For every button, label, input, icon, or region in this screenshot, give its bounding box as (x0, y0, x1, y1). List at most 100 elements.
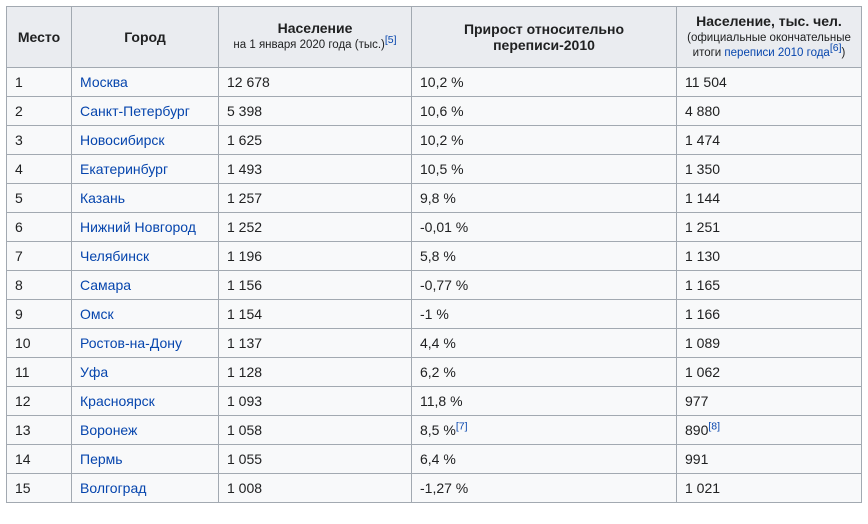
growth-value: 8,5 % (420, 422, 456, 438)
cell-city: Пермь (72, 444, 219, 473)
reference-link[interactable]: [7] (456, 420, 468, 432)
cell-pop2010: 1 350 (677, 154, 862, 183)
col-header-pop2020: Население на 1 января 2020 года (тыс.)[5] (219, 7, 412, 68)
table-row: 10Ростов-на-Дону1 1374,4 %1 089 (7, 328, 862, 357)
cell-growth: 10,2 % (412, 125, 677, 154)
growth-value: 11,8 % (420, 393, 463, 409)
cell-city: Ростов-на-Дону (72, 328, 219, 357)
col-header-pop2010: Население, тыс. чел.(официальные окончат… (677, 7, 862, 68)
table-row: 5Казань1 2579,8 %1 144 (7, 183, 862, 212)
city-link[interactable]: Ростов-на-Дону (80, 335, 182, 351)
city-link[interactable]: Воронеж (80, 422, 137, 438)
pop2010-value: 890 (685, 422, 708, 438)
table-body: 1Москва12 67810,2 %11 5042Санкт-Петербур… (7, 67, 862, 502)
col-header-label: Население (278, 20, 353, 36)
table-row: 7 Челябинск 1 1965,8 %1 130 (7, 241, 862, 270)
cell-rank: 8 (7, 270, 72, 299)
pop2010-value: 1 062 (685, 364, 720, 380)
growth-value: -1,27 % (420, 480, 468, 496)
table-row: 9Омск1 154-1 %1 166 (7, 299, 862, 328)
city-link[interactable]: Челябинск (80, 248, 149, 264)
city-link[interactable]: Казань (80, 190, 125, 206)
col-header-rank: Место (7, 7, 72, 68)
cell-growth: -1,27 % (412, 473, 677, 502)
city-link[interactable]: Уфа (80, 364, 108, 380)
growth-value: -0,01 % (420, 219, 468, 235)
cell-growth: 10,2 % (412, 67, 677, 96)
cell-city: Москва (72, 67, 219, 96)
reference-link[interactable]: [5] (385, 35, 397, 47)
city-link[interactable]: Новосибирск (80, 132, 165, 148)
cell-pop2010: 11 504 (677, 67, 862, 96)
city-link[interactable]: Пермь (80, 451, 123, 467)
growth-value: 10,5 % (420, 161, 464, 177)
pop2010-value: 1 474 (685, 132, 720, 148)
col-header-sub-link[interactable]: переписи 2010 года (724, 47, 829, 59)
cell-rank: 14 (7, 444, 72, 473)
growth-value: 9,8 % (420, 190, 456, 206)
cell-rank: 7 (7, 241, 72, 270)
col-header-growth: Прирост относительно переписи-2010 (412, 7, 677, 68)
cell-rank: 10 (7, 328, 72, 357)
col-header-subtitle: на 1 января 2020 года (тыс.)[5] (227, 38, 403, 53)
city-link[interactable]: Волгоград (80, 480, 146, 496)
pop2010-value: 11 504 (685, 74, 727, 90)
cell-growth: 6,2 % (412, 357, 677, 386)
reference-link[interactable]: [6] (830, 42, 842, 54)
cell-pop2010: 991 (677, 444, 862, 473)
cell-pop2010: 1 021 (677, 473, 862, 502)
reference-link[interactable]: [8] (708, 420, 720, 432)
table-row: 6Нижний Новгород1 252-0,01 %1 251 (7, 212, 862, 241)
city-link[interactable]: Самара (80, 277, 131, 293)
cell-growth: 5,8 % (412, 241, 677, 270)
cell-city: Самара (72, 270, 219, 299)
cell-city: Санкт-Петербург (72, 96, 219, 125)
cell-growth: 4,4 % (412, 328, 677, 357)
cell-city: Екатеринбург (72, 154, 219, 183)
city-link[interactable]: Екатеринбург (80, 161, 168, 177)
table-row: 11 Уфа 1 1286,2 % 1 062 (7, 357, 862, 386)
cell-pop2020: 5 398 (219, 96, 412, 125)
pop2010-value: 977 (685, 393, 708, 409)
cell-pop2010: 1 144 (677, 183, 862, 212)
col-header-label: Место (18, 29, 60, 45)
cell-growth: 11,8 % (412, 386, 677, 415)
cell-rank: 9 (7, 299, 72, 328)
city-link[interactable]: Нижний Новгород (80, 219, 196, 235)
pop2010-value: 1 144 (685, 190, 720, 206)
cell-growth: -0,77 % (412, 270, 677, 299)
cell-rank: 13 (7, 415, 72, 444)
cell-pop2020: 1 055 (219, 444, 412, 473)
cell-pop2020: 1 196 (219, 241, 412, 270)
growth-value: 4,4 % (420, 335, 456, 351)
cell-rank: 2 (7, 96, 72, 125)
table-row: 3Новосибирск1 62510,2 %1 474 (7, 125, 862, 154)
cell-pop2010: 1 165 (677, 270, 862, 299)
city-link[interactable]: Москва (80, 74, 128, 90)
cell-pop2020: 1 156 (219, 270, 412, 299)
cell-rank: 11 (7, 357, 72, 386)
city-link[interactable]: Санкт-Петербург (80, 103, 190, 119)
cell-city: Новосибирск (72, 125, 219, 154)
cell-city: Красноярск (72, 386, 219, 415)
pop2010-value: 1 166 (685, 306, 720, 322)
cell-city: Нижний Новгород (72, 212, 219, 241)
cell-growth: -1 % (412, 299, 677, 328)
col-header-city: Город (72, 7, 219, 68)
cell-pop2020: 1 128 (219, 357, 412, 386)
cell-rank: 3 (7, 125, 72, 154)
cell-pop2020: 12 678 (219, 67, 412, 96)
city-link[interactable]: Омск (80, 306, 114, 322)
cell-pop2020: 1 137 (219, 328, 412, 357)
growth-value: 10,6 % (420, 103, 464, 119)
population-table: Место Город Население на 1 января 2020 года… (6, 6, 862, 503)
cell-pop2010: 1 130 (677, 241, 862, 270)
cell-city: Уфа (72, 357, 219, 386)
growth-value: 10,2 % (420, 132, 464, 148)
col-header-label: Прирост относительно переписи-2010 (464, 21, 624, 53)
pop2010-value: 1 251 (685, 219, 720, 235)
table-header-row: Место Город Население на 1 января 2020 года… (7, 7, 862, 68)
cell-city: Волгоград (72, 473, 219, 502)
pop2010-value: 1 350 (685, 161, 720, 177)
city-link[interactable]: Красноярск (80, 393, 155, 409)
